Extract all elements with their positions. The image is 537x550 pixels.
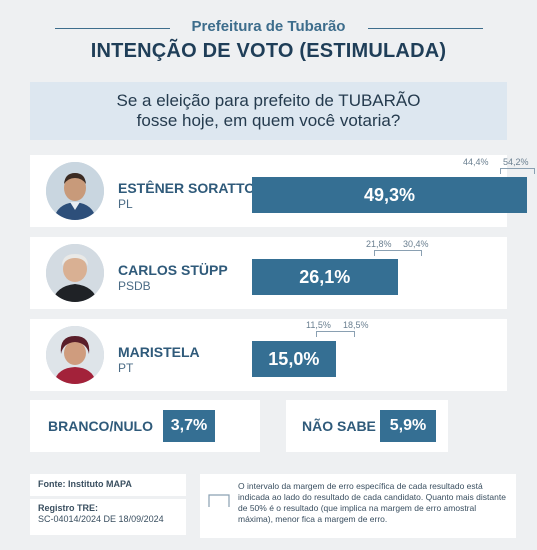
question-box: [30, 82, 507, 140]
candidate-party: PT: [118, 361, 134, 375]
bracket-legend-icon: [208, 494, 230, 507]
source-text: Fonte: Instituto MAPA: [38, 479, 132, 489]
blank-null-label: BRANCO/NULO: [48, 418, 153, 434]
error-low-label: 11,5%: [306, 320, 331, 330]
candidate-name: MARISTELA: [118, 344, 200, 360]
candidate-party: PL: [118, 197, 133, 211]
avatar: [46, 162, 104, 220]
undecided-value: 5,9%: [380, 410, 436, 442]
registry-box: Registro TRE: SC-04014/2024 DE 18/09/202…: [30, 499, 186, 535]
candidate-name: ESTÊNER SORATTO: [118, 180, 256, 196]
candidate-card-3: MARISTELA PT 15,0%: [30, 319, 507, 391]
note-box: O intervalo da margem de erro específica…: [200, 474, 516, 538]
question-line-2: fosse hoje, em quem você votaria?: [136, 111, 401, 130]
blank-null-card: BRANCO/NULO 3,7%: [30, 400, 260, 452]
question-text: Se a eleição para prefeito de TUBARÃO fo…: [30, 91, 507, 131]
avatar: [46, 244, 104, 302]
error-low-label: 44,4%: [463, 157, 489, 167]
candidate-card-1: ESTÊNER SORATTO PL 49,3%: [30, 155, 527, 227]
error-bracket: [316, 331, 356, 337]
avatar: [46, 326, 104, 384]
candidate-card-2: CARLOS STÜPP PSDB 26,1%: [30, 237, 507, 309]
error-bracket: [373, 250, 422, 256]
question-line-1: Se a eleição para prefeito de TUBARÃO: [116, 91, 421, 110]
undecided-label: NÃO SABE: [302, 418, 376, 434]
note-text: O intervalo da margem de erro específica…: [238, 481, 506, 524]
survey-title: INTENÇÃO DE VOTO (ESTIMULADA): [90, 40, 447, 62]
error-high-label: 54,2%: [503, 157, 529, 167]
registry-label: Registro TRE:: [38, 503, 99, 513]
bar-candidate-1: 49,3%: [252, 177, 527, 213]
blank-null-value: 3,7%: [163, 410, 215, 442]
error-high-label: 30,4%: [403, 239, 429, 249]
registry-value: SC-04014/2024 DE 18/09/2024: [38, 514, 164, 524]
candidate-name: CARLOS STÜPP: [118, 262, 228, 278]
error-bracket: [499, 168, 535, 174]
error-low-label: 21,8%: [366, 239, 392, 249]
bar-candidate-2: 26,1%: [252, 259, 398, 295]
candidate-party: PSDB: [118, 279, 151, 293]
bar-candidate-3: 15,0%: [252, 341, 336, 377]
survey-subtitle: Prefeitura de Tubarão: [191, 18, 346, 35]
undecided-card: NÃO SABE 5,9%: [286, 400, 448, 452]
error-high-label: 18,5%: [343, 320, 369, 330]
source-box: Fonte: Instituto MAPA: [30, 474, 186, 496]
